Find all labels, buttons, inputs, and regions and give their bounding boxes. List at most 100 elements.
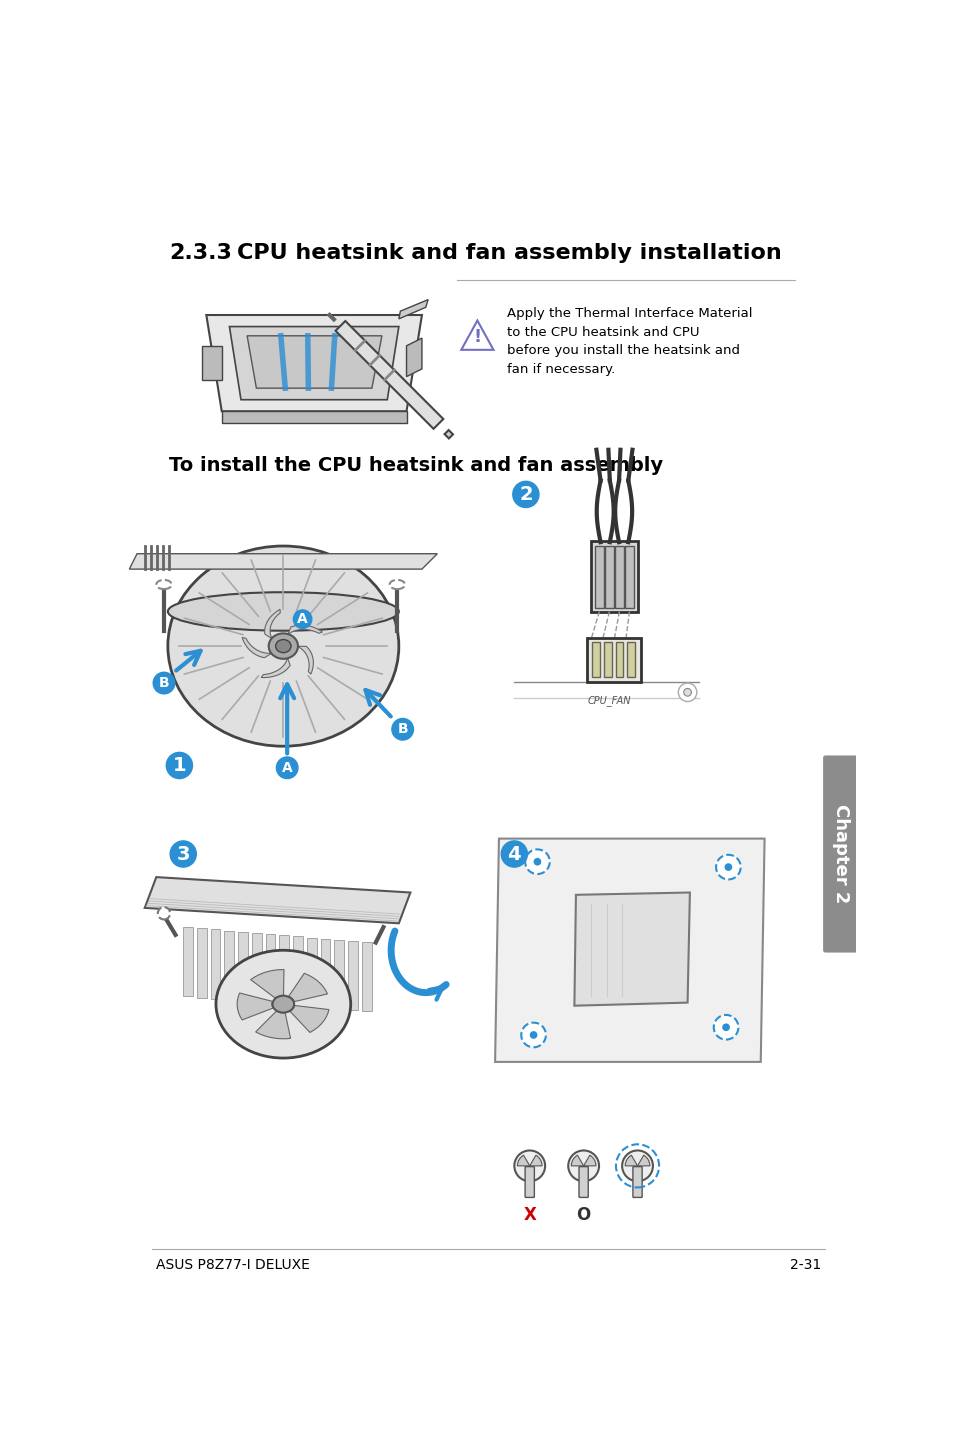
Text: To install the CPU heatsink and fan assembly: To install the CPU heatsink and fan asse…: [170, 456, 662, 475]
FancyBboxPatch shape: [320, 939, 330, 1008]
Polygon shape: [251, 969, 284, 998]
Circle shape: [713, 1015, 738, 1040]
Polygon shape: [288, 626, 322, 634]
FancyBboxPatch shape: [224, 930, 233, 999]
FancyBboxPatch shape: [632, 1166, 641, 1198]
Text: 2.3.3: 2.3.3: [170, 243, 232, 263]
Text: Apply the Thermal Interface Material
to the CPU heatsink and CPU
before you inst: Apply the Thermal Interface Material to …: [506, 308, 751, 375]
Circle shape: [153, 673, 174, 695]
Polygon shape: [495, 838, 763, 1061]
Ellipse shape: [269, 633, 297, 659]
Circle shape: [170, 841, 196, 867]
Text: A: A: [297, 613, 308, 626]
Polygon shape: [398, 299, 428, 319]
Polygon shape: [255, 1011, 291, 1038]
Polygon shape: [574, 893, 689, 1005]
Text: X: X: [523, 1206, 536, 1224]
Polygon shape: [335, 321, 443, 429]
Polygon shape: [461, 321, 493, 349]
Circle shape: [157, 907, 170, 919]
Text: A: A: [281, 761, 293, 775]
Polygon shape: [229, 326, 398, 400]
FancyBboxPatch shape: [587, 637, 640, 682]
Wedge shape: [624, 1155, 637, 1166]
Circle shape: [716, 854, 740, 880]
FancyBboxPatch shape: [183, 928, 193, 997]
Circle shape: [293, 610, 312, 628]
Text: B: B: [158, 676, 169, 690]
Polygon shape: [444, 430, 453, 439]
FancyBboxPatch shape: [279, 935, 289, 1005]
Text: Chapter 2: Chapter 2: [831, 804, 849, 903]
Circle shape: [276, 756, 297, 778]
FancyBboxPatch shape: [335, 940, 344, 1009]
Ellipse shape: [215, 951, 351, 1058]
Text: 4: 4: [507, 844, 520, 863]
Circle shape: [520, 1022, 545, 1047]
Text: O: O: [576, 1206, 590, 1224]
Text: B: B: [397, 722, 408, 736]
Text: 2-31: 2-31: [789, 1258, 821, 1273]
Ellipse shape: [273, 995, 294, 1012]
Circle shape: [392, 719, 413, 741]
FancyBboxPatch shape: [592, 641, 599, 677]
Ellipse shape: [275, 640, 291, 653]
Text: ASUS P8Z77-I DELUXE: ASUS P8Z77-I DELUXE: [156, 1258, 310, 1273]
Polygon shape: [206, 315, 421, 411]
Circle shape: [500, 841, 527, 867]
Polygon shape: [264, 610, 280, 638]
FancyBboxPatch shape: [293, 936, 302, 1005]
Circle shape: [621, 1150, 652, 1181]
Polygon shape: [130, 554, 436, 569]
Circle shape: [529, 1031, 537, 1038]
Circle shape: [683, 689, 691, 696]
Ellipse shape: [168, 546, 398, 746]
FancyBboxPatch shape: [822, 755, 858, 952]
FancyBboxPatch shape: [266, 935, 275, 1004]
FancyBboxPatch shape: [307, 938, 316, 1007]
Text: !: !: [473, 328, 481, 345]
FancyBboxPatch shape: [603, 641, 611, 677]
Ellipse shape: [156, 580, 172, 590]
FancyBboxPatch shape: [626, 641, 634, 677]
FancyBboxPatch shape: [524, 1166, 534, 1198]
Circle shape: [524, 850, 549, 874]
Polygon shape: [288, 974, 327, 1002]
Polygon shape: [145, 877, 410, 923]
FancyBboxPatch shape: [604, 545, 613, 608]
Circle shape: [678, 683, 696, 702]
Polygon shape: [261, 657, 290, 677]
Polygon shape: [221, 411, 406, 423]
Polygon shape: [297, 646, 313, 674]
Circle shape: [166, 752, 193, 778]
Circle shape: [568, 1150, 598, 1181]
Text: 2: 2: [518, 485, 532, 503]
Polygon shape: [247, 336, 381, 388]
FancyBboxPatch shape: [615, 641, 622, 677]
FancyBboxPatch shape: [578, 1166, 588, 1198]
Wedge shape: [517, 1155, 529, 1166]
Ellipse shape: [168, 592, 398, 631]
Circle shape: [513, 482, 538, 508]
Polygon shape: [290, 1005, 329, 1032]
Polygon shape: [237, 994, 273, 1020]
Circle shape: [723, 863, 732, 871]
Polygon shape: [242, 637, 272, 657]
Text: 1: 1: [172, 756, 186, 775]
FancyBboxPatch shape: [361, 942, 372, 1011]
FancyBboxPatch shape: [211, 929, 220, 999]
Text: CPU_FAN: CPU_FAN: [587, 695, 630, 706]
FancyBboxPatch shape: [591, 541, 637, 613]
Circle shape: [514, 1150, 544, 1181]
Circle shape: [721, 1024, 729, 1031]
Wedge shape: [637, 1155, 649, 1166]
FancyBboxPatch shape: [238, 932, 248, 1001]
Ellipse shape: [389, 580, 405, 590]
Wedge shape: [583, 1155, 596, 1166]
Circle shape: [533, 858, 540, 866]
Text: CPU heatsink and fan assembly installation: CPU heatsink and fan assembly installati…: [237, 243, 781, 263]
Wedge shape: [529, 1155, 541, 1166]
FancyBboxPatch shape: [595, 545, 603, 608]
FancyBboxPatch shape: [252, 933, 261, 1002]
Polygon shape: [406, 338, 421, 377]
